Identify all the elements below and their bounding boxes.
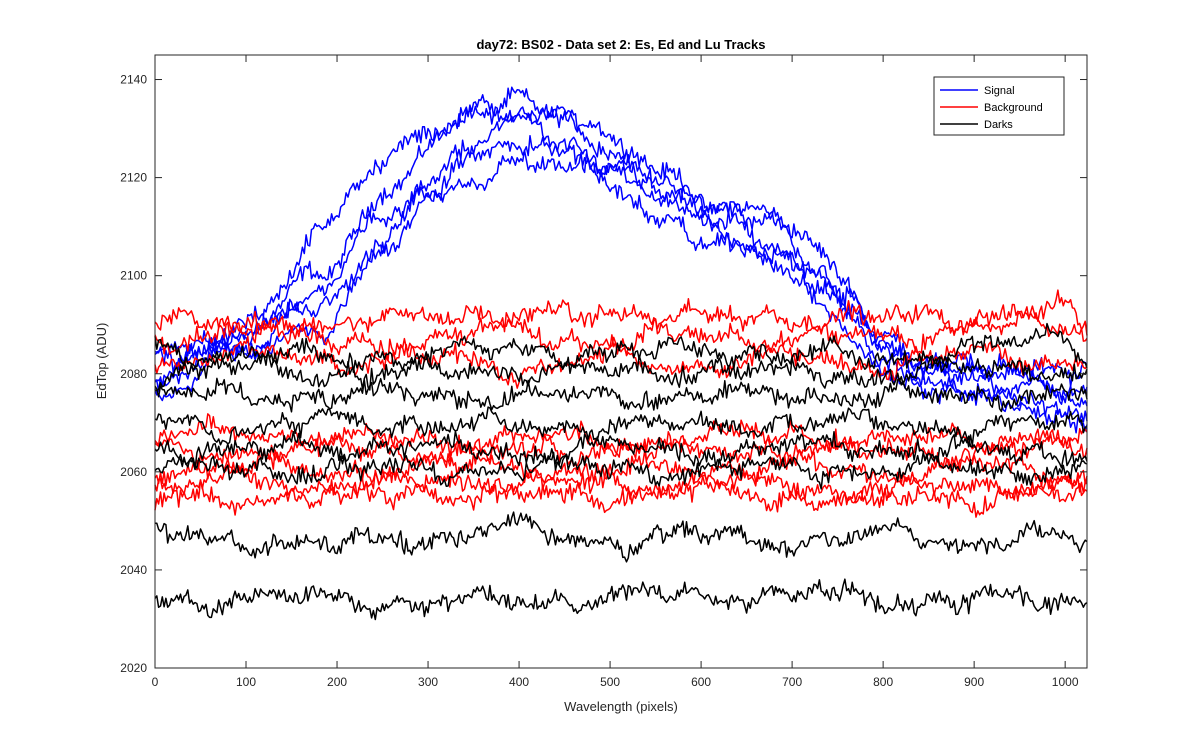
series-line-darks-14 — [154, 351, 1088, 392]
y-axis-label: EdTop (ADU) — [94, 323, 109, 400]
x-tick-label: 600 — [691, 675, 711, 689]
series-line-darks-20 — [154, 578, 1088, 621]
series-line-signal-2 — [154, 106, 1088, 408]
series-line-darks-18 — [154, 448, 1088, 490]
x-axis-label: Wavelength (pixels) — [564, 699, 678, 714]
series-line-background-11 — [154, 461, 1088, 509]
series-line-darks-15 — [154, 377, 1088, 413]
legend-label-signal: Signal — [984, 85, 1015, 97]
x-tick-label: 300 — [418, 675, 438, 689]
x-tick-label: 400 — [509, 675, 529, 689]
x-tick-label: 900 — [964, 675, 984, 689]
series-line-background-6 — [154, 305, 1088, 362]
series-line-background-5 — [154, 289, 1088, 345]
x-tick-label: 1000 — [1052, 675, 1079, 689]
series-line-background-9 — [154, 428, 1088, 473]
series-line-background-12 — [154, 474, 1088, 518]
y-tick-label: 2100 — [120, 269, 147, 283]
legend-label-darks: Darks — [984, 119, 1013, 131]
series-line-signal-3 — [154, 134, 1088, 401]
series-line-darks-13 — [154, 322, 1088, 373]
series-line-signal-4 — [154, 149, 1088, 388]
x-tick-label: 100 — [236, 675, 256, 689]
legend-items: Signal Background Darks — [940, 85, 1043, 131]
y-tick-label: 2020 — [120, 661, 147, 675]
x-tick-label: 200 — [327, 675, 347, 689]
y-tick-label: 2060 — [120, 465, 147, 479]
x-tick-label: 0 — [152, 675, 159, 689]
y-tick-label: 2120 — [120, 171, 147, 185]
axes-box — [154, 54, 1088, 669]
series-line-darks-17 — [154, 430, 1088, 471]
x-tick-label: 800 — [873, 675, 893, 689]
legend-box — [933, 76, 1065, 136]
series-line-background-10 — [154, 444, 1088, 490]
x-tick-label: 500 — [600, 675, 620, 689]
legend-label-background: Background — [984, 102, 1043, 114]
series-line-darks-19 — [155, 511, 1088, 563]
series-line-darks-16 — [154, 406, 1088, 448]
axes-layer: 0 100 200 300 400 500 600 700 800 900 1000 2020 2040… — [120, 55, 1087, 689]
series-layer — [154, 86, 1088, 621]
x-tick-label: 700 — [782, 675, 802, 689]
y-tick-label: 2080 — [120, 367, 147, 381]
legend: Signal Background Darks — [933, 76, 1065, 136]
chart-title: day72: BS02 - Data set 2: Es, Ed and Lu … — [476, 37, 765, 52]
y-tick-label: 2140 — [120, 73, 147, 87]
y-tick-label: 2040 — [120, 563, 147, 577]
